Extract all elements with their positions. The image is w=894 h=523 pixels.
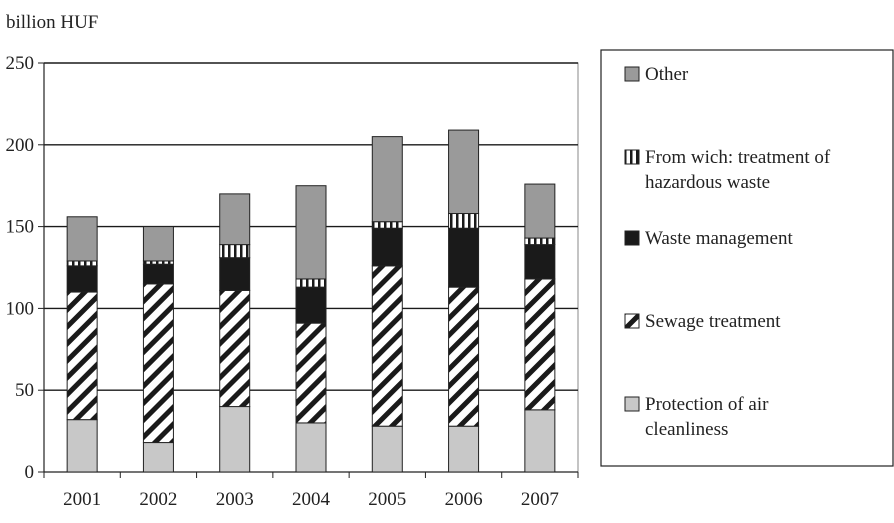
legend-frame — [600, 49, 894, 467]
legend-swatch — [624, 149, 640, 165]
bar-segment — [219, 406, 251, 473]
bar-segment — [219, 193, 251, 246]
x-tick-label: 2007 — [521, 489, 559, 510]
bar-segment — [295, 185, 327, 280]
bar-segment — [371, 425, 403, 473]
bar-segment — [524, 244, 556, 280]
bar-segment — [295, 322, 327, 424]
y-tick-label: 0 — [25, 462, 35, 483]
bar-segment — [295, 278, 327, 288]
y-tick-label: 50 — [15, 380, 34, 401]
x-tick-label: 2006 — [445, 489, 483, 510]
bar-segment — [371, 221, 403, 229]
legend-label: Protection of air — [645, 394, 769, 415]
bar-segment — [142, 442, 174, 473]
legend-label: From wich: treatment of — [645, 147, 831, 168]
bar-segment — [142, 226, 174, 262]
x-tick-label: 2003 — [216, 489, 254, 510]
bar-segment — [524, 278, 556, 411]
x-tick-label: 2004 — [292, 489, 331, 510]
bar-segment — [371, 227, 403, 267]
bar-segment — [524, 183, 556, 239]
bar-segment — [295, 422, 327, 473]
bar-segment — [371, 265, 403, 427]
bar-segment — [66, 265, 98, 293]
y-axis-label: billion HUF — [6, 12, 98, 33]
bar-segment — [295, 286, 327, 324]
bar-segment — [66, 260, 98, 267]
bar-segment — [448, 213, 480, 229]
bar-segment — [66, 291, 98, 421]
bar-segment — [448, 286, 480, 427]
bar-segment — [371, 136, 403, 223]
legend-label: Waste management — [645, 228, 793, 249]
bar-segment — [66, 419, 98, 473]
legend-label: cleanliness — [645, 419, 728, 440]
legend-label: Other — [645, 64, 689, 85]
legend-swatch — [624, 230, 640, 246]
bar-segment — [448, 227, 480, 288]
x-tick-label: 2001 — [63, 489, 101, 510]
bar-segment — [142, 283, 174, 444]
legend-swatch — [624, 313, 640, 329]
bar-segment — [219, 244, 251, 259]
bar-segment — [524, 237, 556, 246]
legend-label: hazardous waste — [645, 172, 770, 193]
y-tick-label: 100 — [6, 298, 35, 319]
bar-segment — [219, 257, 251, 291]
x-tick-label: 2002 — [139, 489, 177, 510]
legend-swatch — [624, 66, 640, 82]
y-tick-label: 150 — [6, 217, 35, 238]
bar-segment — [66, 216, 98, 262]
bar-segment — [448, 425, 480, 473]
x-tick-label: 2005 — [368, 489, 406, 510]
bar-segment — [524, 409, 556, 473]
plot-area: 0 50 100 150 200 250 2001 2002 2003 2004 2005 2006 2… — [6, 53, 579, 510]
bar-segment — [219, 289, 251, 408]
bar-segment — [142, 263, 174, 285]
y-tick-label: 200 — [6, 135, 35, 156]
legend: Other From wich: treatment of hazardous wa… — [600, 49, 894, 467]
legend-swatch — [624, 396, 640, 412]
bar-segment — [448, 129, 480, 215]
legend-label: Sewage treatment — [645, 311, 781, 332]
y-tick-label: 250 — [6, 53, 35, 74]
